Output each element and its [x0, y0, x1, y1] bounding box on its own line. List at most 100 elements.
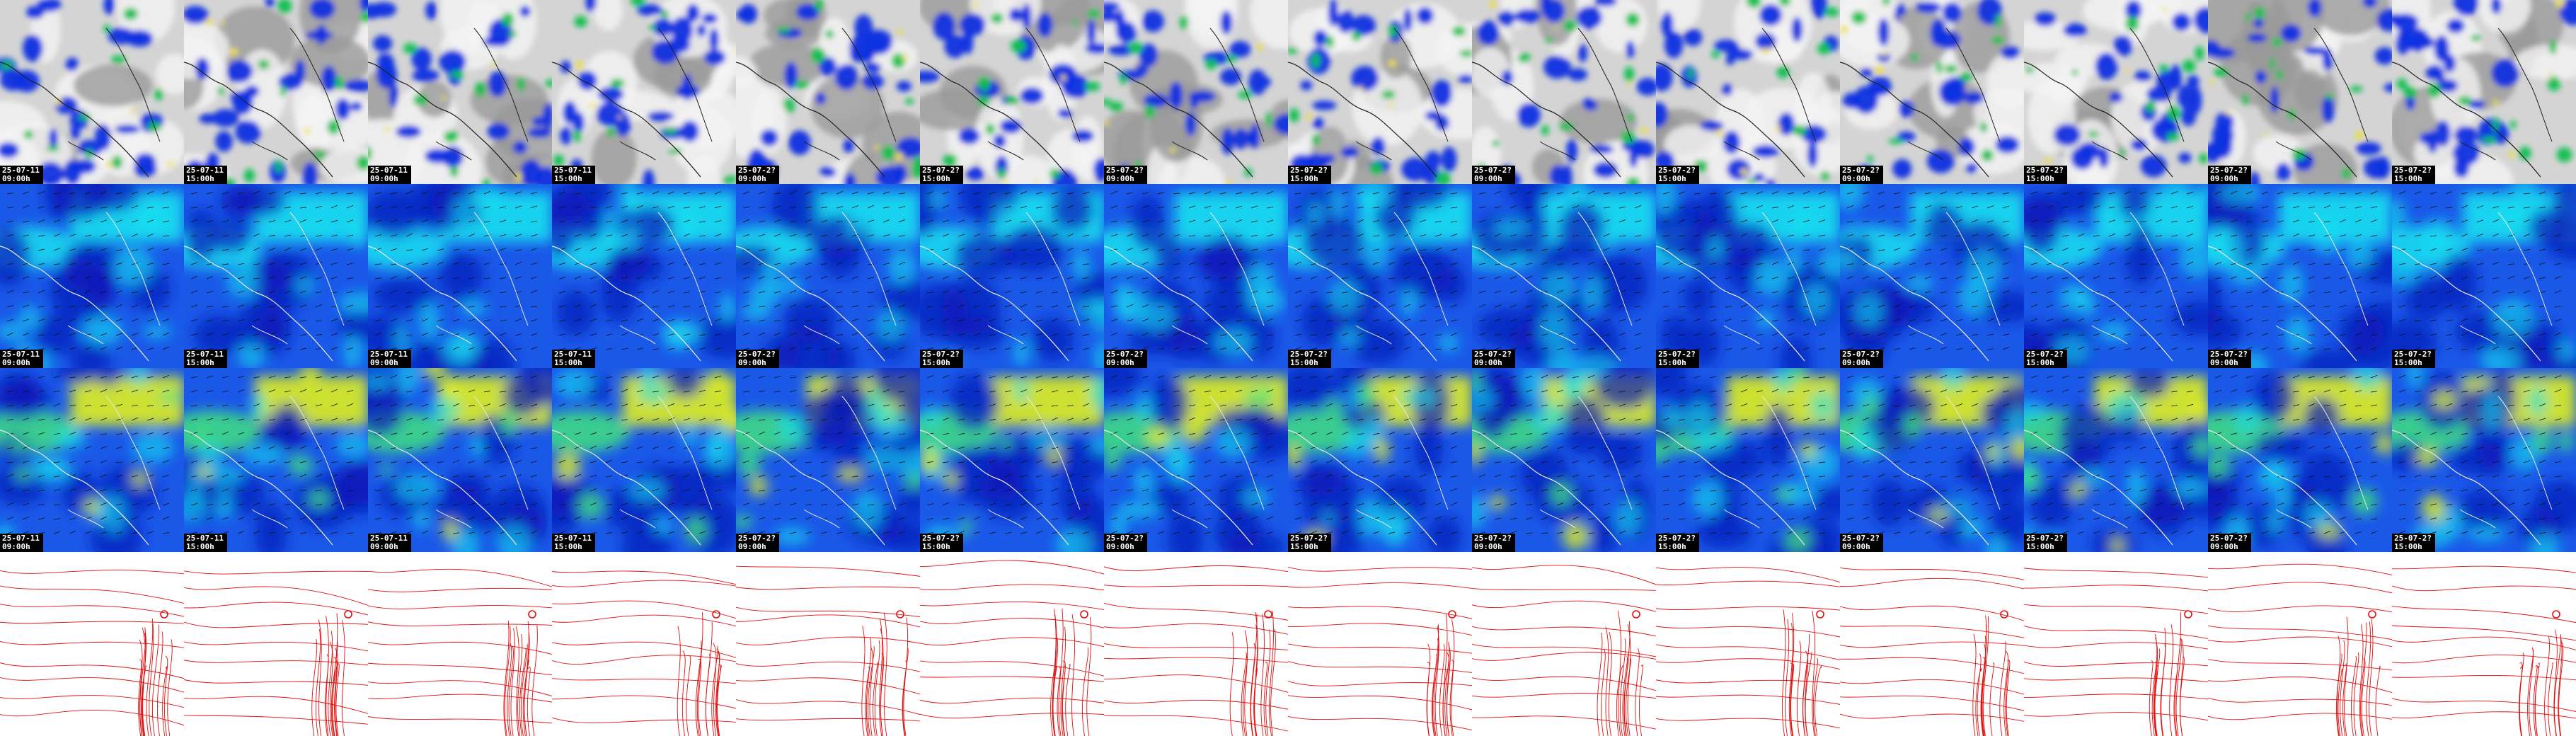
- wind-upper-frame[interactable]: 25-07-2? 15:00h: [2024, 368, 2208, 552]
- timestamp-date: 25-07-2?: [2394, 534, 2432, 543]
- wind-upper-map-image: [0, 368, 184, 552]
- wind-low-frame[interactable]: 25-07-11 15:00h: [552, 184, 736, 368]
- wind-upper-frame[interactable]: 25-07-2? 15:00h: [920, 368, 1104, 552]
- pressure-contours-frame[interactable]: [552, 552, 736, 736]
- timestamp-time: 15:00h: [2394, 358, 2422, 367]
- wind-upper-frame[interactable]: 25-07-11 15:00h: [184, 368, 368, 552]
- precipitation-cloud-frame[interactable]: 25-07-2? 09:00h: [736, 0, 920, 184]
- timestamp-date: 25-07-2?: [1658, 166, 1696, 175]
- pressure-contours-frame[interactable]: [2024, 552, 2208, 736]
- wind-upper-map-image: [1288, 368, 1472, 552]
- wind-low-map-image: [2208, 184, 2392, 368]
- precipitation-cloud-frame[interactable]: 25-07-2? 15:00h: [2024, 0, 2208, 184]
- pressure-contours-frame[interactable]: [2392, 552, 2576, 736]
- wind-upper-frame[interactable]: 25-07-2? 15:00h: [2392, 368, 2576, 552]
- pressure-contours-map-image: [2392, 552, 2576, 736]
- timestamp-date: 25-07-11: [186, 534, 224, 543]
- wind-low-frame[interactable]: 25-07-2? 09:00h: [1472, 184, 1656, 368]
- wind-low-frame[interactable]: 25-07-2? 15:00h: [2392, 184, 2576, 368]
- wind-upper-frame[interactable]: 25-07-2? 15:00h: [1656, 368, 1840, 552]
- timestamp-date: 25-07-2?: [1842, 534, 1880, 543]
- timestamp-label: 25-07-11 09:00h: [368, 166, 411, 184]
- pressure-contours-frame[interactable]: [1472, 552, 1656, 736]
- pressure-contours-frame[interactable]: [368, 552, 552, 736]
- pressure-contours-frame[interactable]: [2208, 552, 2392, 736]
- timestamp-date: 25-07-11: [2, 534, 40, 543]
- wind-low-frame[interactable]: 25-07-2? 09:00h: [1840, 184, 2024, 368]
- wind-upper-frame[interactable]: 25-07-2? 09:00h: [1472, 368, 1656, 552]
- wind-upper-frame[interactable]: 25-07-2? 15:00h: [1288, 368, 1472, 552]
- wind-upper-frame[interactable]: 25-07-11 09:00h: [368, 368, 552, 552]
- timestamp-label: 25-07-2? 09:00h: [1840, 534, 1883, 552]
- wind-upper-map-image: [2208, 368, 2392, 552]
- timestamp-time: 09:00h: [1106, 542, 1134, 551]
- precipitation-cloud-frame[interactable]: 25-07-2? 09:00h: [1104, 0, 1288, 184]
- timestamp-time: 15:00h: [922, 174, 950, 183]
- timestamp-time: 15:00h: [186, 358, 214, 367]
- precipitation-cloud-frame[interactable]: 25-07-11 09:00h: [0, 0, 184, 184]
- wind-low-frame[interactable]: 25-07-11 15:00h: [184, 184, 368, 368]
- wind-low-frame[interactable]: 25-07-2? 09:00h: [736, 184, 920, 368]
- precipitation-cloud-map-image: [920, 0, 1104, 184]
- pressure-contours-frame[interactable]: [920, 552, 1104, 736]
- precipitation-cloud-map-image: [736, 0, 920, 184]
- pressure-contours-map-image: [2208, 552, 2392, 736]
- pressure-contours-frame[interactable]: [736, 552, 920, 736]
- timestamp-label: 25-07-2? 15:00h: [2392, 166, 2435, 184]
- wind-upper-frame[interactable]: 25-07-11 09:00h: [0, 368, 184, 552]
- wind-low-map-image: [1656, 184, 1840, 368]
- wind-low-frame[interactable]: 25-07-2? 15:00h: [1656, 184, 1840, 368]
- wind-low-frame[interactable]: 25-07-11 09:00h: [368, 184, 552, 368]
- wind-upper-frame[interactable]: 25-07-2? 09:00h: [1840, 368, 2024, 552]
- precipitation-cloud-map-image: [0, 0, 184, 184]
- timestamp-date: 25-07-11: [554, 166, 592, 175]
- timestamp-time: 15:00h: [554, 174, 582, 183]
- timestamp-label: 25-07-11 09:00h: [0, 350, 43, 368]
- wind-low-frame[interactable]: 25-07-2? 09:00h: [2208, 184, 2392, 368]
- timestamp-time: 15:00h: [922, 542, 950, 551]
- pressure-contours-frame[interactable]: [1288, 552, 1472, 736]
- precipitation-cloud-frame[interactable]: 25-07-2? 09:00h: [1840, 0, 2024, 184]
- wind-upper-map-image: [1840, 368, 2024, 552]
- precipitation-cloud-map-image: [2392, 0, 2576, 184]
- timestamp-label: 25-07-2? 15:00h: [1288, 350, 1331, 368]
- wind-upper-frame[interactable]: 25-07-11 15:00h: [552, 368, 736, 552]
- timestamp-label: 25-07-2? 09:00h: [2208, 534, 2251, 552]
- precipitation-cloud-frame[interactable]: 25-07-2? 09:00h: [2208, 0, 2392, 184]
- precipitation-cloud-frame[interactable]: 25-07-11 15:00h: [184, 0, 368, 184]
- pressure-contours-frame[interactable]: [1104, 552, 1288, 736]
- timestamp-time: 09:00h: [1474, 542, 1502, 551]
- precipitation-cloud-frame[interactable]: 25-07-2? 15:00h: [1656, 0, 1840, 184]
- wind-upper-map-image: [1656, 368, 1840, 552]
- wind-low-map-image: [2024, 184, 2208, 368]
- precipitation-cloud-frame[interactable]: 25-07-2? 15:00h: [920, 0, 1104, 184]
- wind-low-map-image: [2392, 184, 2576, 368]
- timestamp-time: 15:00h: [1658, 174, 1686, 183]
- wind-low-map-image: [1104, 184, 1288, 368]
- timestamp-time: 15:00h: [1290, 174, 1318, 183]
- pressure-contours-frame[interactable]: [184, 552, 368, 736]
- precipitation-cloud-frame[interactable]: 25-07-11 09:00h: [368, 0, 552, 184]
- timestamp-time: 09:00h: [1474, 174, 1502, 183]
- wind-upper-frame[interactable]: 25-07-2? 09:00h: [2208, 368, 2392, 552]
- wind-low-frame[interactable]: 25-07-2? 15:00h: [2024, 184, 2208, 368]
- wind-low-frame[interactable]: 25-07-2? 09:00h: [1104, 184, 1288, 368]
- precipitation-cloud-frame[interactable]: 25-07-2? 15:00h: [1288, 0, 1472, 184]
- pressure-contours-map-image: [2024, 552, 2208, 736]
- pressure-contours-frame[interactable]: [1840, 552, 2024, 736]
- precipitation-cloud-frame[interactable]: 25-07-11 15:00h: [552, 0, 736, 184]
- wind-low-frame[interactable]: 25-07-2? 15:00h: [1288, 184, 1472, 368]
- timestamp-date: 25-07-11: [2, 350, 40, 359]
- precipitation-cloud-frame[interactable]: 25-07-2? 15:00h: [2392, 0, 2576, 184]
- pressure-contours-frame[interactable]: [0, 552, 184, 736]
- wind-low-frame[interactable]: 25-07-11 09:00h: [0, 184, 184, 368]
- timestamp-time: 09:00h: [2210, 542, 2238, 551]
- pressure-contours-frame[interactable]: [1656, 552, 1840, 736]
- timestamp-label: 25-07-2? 15:00h: [1656, 350, 1699, 368]
- wind-upper-frame[interactable]: 25-07-2? 09:00h: [1104, 368, 1288, 552]
- wind-low-frame[interactable]: 25-07-2? 15:00h: [920, 184, 1104, 368]
- precipitation-cloud-frame[interactable]: 25-07-2? 09:00h: [1472, 0, 1656, 184]
- timestamp-label: 25-07-2? 09:00h: [1840, 166, 1883, 184]
- wind-upper-frame[interactable]: 25-07-2? 09:00h: [736, 368, 920, 552]
- timestamp-time: 09:00h: [1106, 174, 1134, 183]
